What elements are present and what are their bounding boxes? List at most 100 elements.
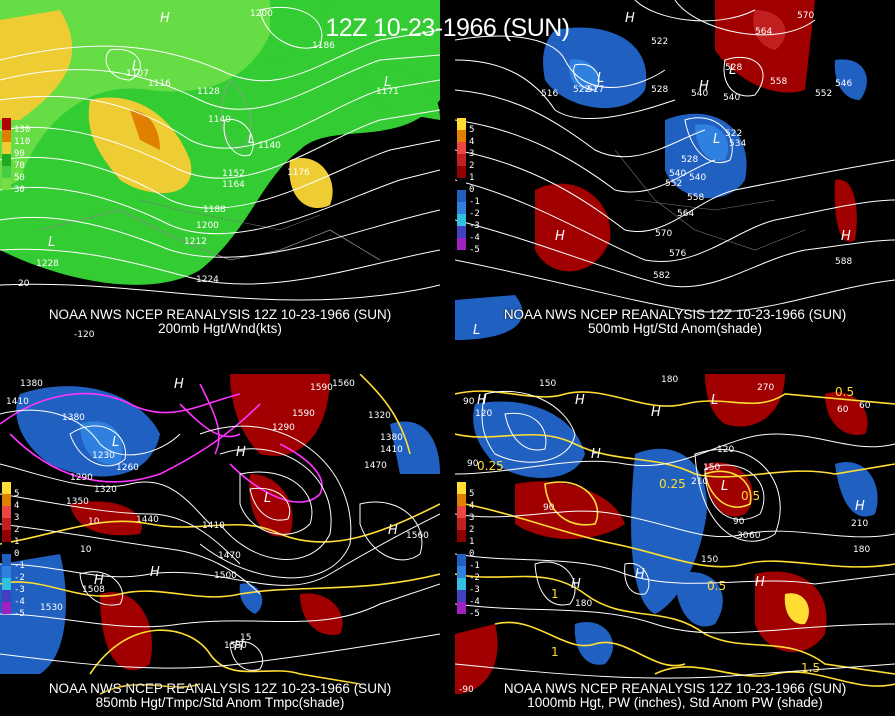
svg-text:1: 1 (551, 587, 559, 601)
svg-text:150: 150 (539, 379, 556, 389)
svg-text:1410: 1410 (6, 397, 29, 407)
svg-text:-90: -90 (459, 685, 474, 695)
legend-swatch (457, 566, 466, 578)
legend-swatch (2, 566, 11, 578)
svg-text:H: H (236, 445, 246, 460)
svg-text:0.5: 0.5 (707, 579, 726, 593)
svg-text:1176: 1176 (287, 168, 310, 178)
svg-text:1188: 1188 (203, 205, 226, 215)
svg-text:L: L (384, 75, 391, 90)
svg-text:L: L (473, 323, 480, 338)
legend-swatch (457, 542, 466, 554)
legend-label: -3 (469, 221, 480, 231)
svg-text:30: 30 (737, 531, 749, 541)
legend-swatch (2, 482, 11, 494)
legend-swatch (457, 214, 466, 226)
svg-text:1260: 1260 (116, 463, 139, 473)
svg-text:L: L (597, 71, 604, 86)
svg-text:1290: 1290 (272, 423, 295, 433)
svg-text:534: 534 (729, 139, 746, 149)
svg-text:H: H (635, 567, 645, 582)
svg-text:1290: 1290 (70, 473, 93, 483)
svg-text:210: 210 (851, 519, 868, 529)
svg-text:H: H (591, 447, 601, 462)
svg-text:H: H (477, 393, 487, 408)
legend-label: 4 (469, 501, 475, 511)
legend-label: -4 (469, 233, 480, 243)
legend-label: -5 (469, 609, 480, 619)
legend-label: 4 (469, 137, 475, 147)
legend-label: -2 (14, 573, 25, 583)
legend-label: 3 (469, 149, 475, 159)
legend-swatch (2, 554, 11, 566)
svg-text:1530: 1530 (40, 603, 63, 613)
legend-label: 50 (14, 173, 25, 183)
svg-text:1590: 1590 (310, 383, 333, 393)
svg-text:1140: 1140 (258, 141, 281, 151)
legend-200mb: 130 110 90 70 50 30 (2, 118, 30, 196)
svg-text:H: H (625, 11, 635, 26)
legend-500mb: 5 4 3 2 1 0 -1 -2 -3 -4 -5 (457, 118, 485, 256)
svg-text:H: H (855, 499, 865, 514)
svg-text:60: 60 (859, 401, 871, 411)
svg-text:150: 150 (703, 463, 720, 473)
svg-text:L: L (112, 435, 119, 450)
legend-label: 5 (14, 489, 20, 499)
svg-text:15: 15 (240, 633, 251, 643)
svg-text:1508: 1508 (82, 585, 105, 595)
legend-swatch (2, 178, 11, 190)
svg-text:564: 564 (677, 209, 694, 219)
svg-text:1107: 1107 (126, 69, 149, 79)
caption-field: 850mb Hgt/Tmpc/Std Anom Tmpc(shade) (95, 695, 345, 710)
svg-text:1380: 1380 (380, 433, 403, 443)
svg-text:1590: 1590 (292, 409, 315, 419)
legend-swatch (457, 578, 466, 590)
legend-swatch (457, 202, 466, 214)
caption-source: NOAA NWS NCEP REANALYSIS 12Z 10-23-1966 … (48, 307, 392, 322)
svg-text:540: 540 (691, 89, 708, 99)
legend-label: 2 (469, 161, 475, 171)
svg-text:H: H (234, 639, 244, 654)
svg-text:570: 570 (797, 11, 814, 21)
panel-850mb: 1380 1410 1380 1230 1260 1290 1320 1350 1440… (0, 374, 440, 714)
svg-text:558: 558 (687, 193, 704, 203)
svg-text:1224: 1224 (196, 275, 219, 285)
svg-text:1200: 1200 (250, 9, 273, 19)
legend-swatch (457, 494, 466, 506)
legend-swatch (2, 154, 11, 166)
legend-label: -1 (469, 197, 480, 207)
svg-text:1152: 1152 (222, 169, 245, 179)
caption-field: 1000mb Hgt, PW (inches), Std Anom PW (sh… (527, 695, 823, 710)
legend-swatch (457, 602, 466, 614)
svg-text:528: 528 (651, 85, 668, 95)
svg-text:1560: 1560 (406, 531, 429, 541)
legend-swatch (457, 506, 466, 518)
legend-swatch (457, 190, 466, 202)
svg-text:1200: 1200 (196, 221, 219, 231)
legend-label: 30 (14, 185, 25, 195)
svg-text:H: H (160, 11, 170, 26)
svg-text:60: 60 (837, 405, 849, 415)
svg-text:576: 576 (669, 249, 686, 259)
svg-text:528: 528 (681, 155, 698, 165)
svg-text:210: 210 (691, 477, 708, 487)
legend-swatch (2, 542, 11, 554)
svg-text:180: 180 (661, 375, 678, 385)
svg-text:H: H (150, 565, 160, 580)
svg-text:517: 517 (587, 85, 604, 95)
legend-swatch (457, 518, 466, 530)
svg-text:1380: 1380 (20, 379, 43, 389)
svg-text:1440: 1440 (136, 515, 159, 525)
svg-text:H: H (555, 229, 565, 244)
svg-text:564: 564 (755, 27, 772, 37)
legend-swatch (457, 178, 466, 190)
legend-label: -1 (469, 561, 480, 571)
svg-text:552: 552 (815, 89, 832, 99)
legend-swatch (2, 602, 11, 614)
svg-text:1410: 1410 (202, 521, 225, 531)
legend-swatch (2, 118, 11, 130)
svg-text:L: L (721, 479, 728, 494)
legend-label: 2 (14, 525, 20, 535)
